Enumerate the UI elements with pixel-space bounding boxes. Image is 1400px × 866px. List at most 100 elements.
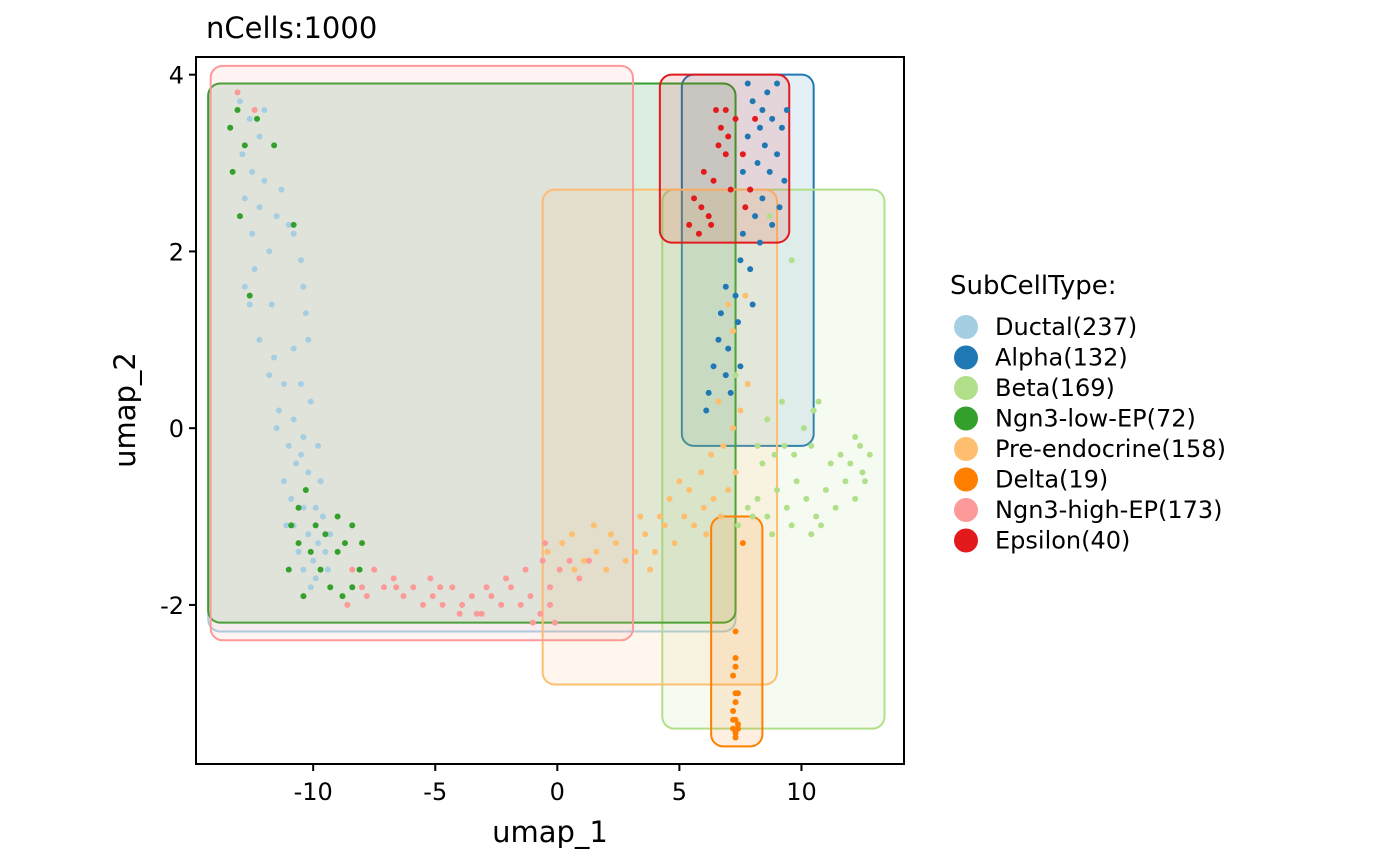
legend-label: Beta(169) bbox=[995, 374, 1115, 402]
point-ductal bbox=[315, 442, 322, 449]
point-ngn3-low-ep bbox=[227, 124, 234, 131]
point-alpha bbox=[754, 160, 761, 167]
point-pre-endocrine bbox=[571, 566, 578, 573]
point-alpha bbox=[774, 151, 781, 158]
point-pre-endocrine bbox=[698, 469, 705, 476]
point-delta bbox=[732, 663, 739, 670]
point-ductal bbox=[261, 107, 268, 114]
legend-swatch bbox=[954, 498, 978, 522]
legend-label: Epsilon(40) bbox=[995, 527, 1130, 555]
point-beta bbox=[859, 469, 866, 476]
point-pre-endocrine bbox=[647, 566, 654, 573]
point-ductal bbox=[256, 204, 263, 211]
point-ductal bbox=[300, 283, 307, 290]
x-axis-ticks: -10 -5 0 5 10 bbox=[294, 764, 817, 806]
point-pre-endocrine bbox=[603, 566, 610, 573]
point-beta bbox=[800, 425, 807, 432]
point-beta bbox=[813, 513, 820, 520]
point-ductal bbox=[305, 336, 312, 343]
x-tick-label: 5 bbox=[672, 778, 687, 806]
point-pre-endocrine bbox=[708, 451, 715, 458]
point-ngn3-low-ep bbox=[327, 584, 334, 591]
point-pre-endocrine bbox=[691, 522, 698, 529]
point-ngn3-low-ep bbox=[341, 540, 348, 547]
point-ductal bbox=[305, 469, 312, 476]
point-alpha bbox=[705, 389, 712, 396]
point-beta bbox=[793, 478, 800, 485]
point-ngn3-high-ep bbox=[344, 601, 351, 608]
point-delta bbox=[730, 716, 737, 723]
point-beta bbox=[754, 495, 761, 502]
point-ngn3-high-ep bbox=[400, 593, 407, 600]
point-ductal bbox=[236, 98, 243, 105]
point-epsilon bbox=[747, 186, 754, 193]
point-ngn3-high-ep bbox=[393, 584, 400, 591]
point-pre-endocrine bbox=[608, 531, 615, 538]
point-alpha bbox=[725, 345, 732, 352]
point-ngn3-high-ep bbox=[478, 610, 485, 617]
point-beta bbox=[759, 460, 766, 467]
point-alpha bbox=[756, 239, 763, 246]
point-ngn3-high-ep bbox=[449, 584, 456, 591]
point-ngn3-high-ep bbox=[483, 584, 490, 591]
point-alpha bbox=[756, 124, 763, 131]
legend-swatch bbox=[954, 467, 978, 492]
point-alpha bbox=[703, 407, 710, 414]
point-beta bbox=[827, 460, 834, 467]
point-beta bbox=[778, 398, 785, 405]
point-ngn3-high-ep bbox=[547, 584, 553, 591]
legend-label: Ngn3-high-EP(173) bbox=[995, 496, 1222, 524]
point-pre-endocrine bbox=[671, 540, 678, 547]
point-alpha bbox=[781, 177, 788, 184]
point-epsilon bbox=[727, 186, 734, 193]
point-delta bbox=[734, 725, 741, 732]
point-ductal bbox=[241, 283, 248, 290]
point-ngn3-high-ep bbox=[427, 575, 434, 582]
point-pre-endocrine bbox=[732, 469, 739, 476]
point-beta bbox=[815, 398, 822, 405]
point-ductal bbox=[246, 301, 253, 308]
point-delta bbox=[734, 721, 741, 728]
point-ngn3-low-ep bbox=[334, 548, 341, 555]
data-points bbox=[227, 80, 873, 741]
point-pre-endocrine bbox=[725, 487, 732, 494]
point-pre-endocrine bbox=[700, 504, 707, 511]
point-alpha bbox=[737, 257, 744, 264]
point-ngn3-low-ep bbox=[290, 221, 297, 228]
point-ngn3-low-ep bbox=[302, 487, 309, 494]
point-ngn3-low-ep bbox=[334, 513, 341, 520]
x-tick-label: 10 bbox=[786, 778, 817, 806]
point-ductal bbox=[266, 248, 273, 255]
y-tick-label: 4 bbox=[169, 62, 184, 90]
point-alpha bbox=[776, 204, 783, 211]
legend-swatch bbox=[954, 376, 978, 400]
point-ngn3-low-ep bbox=[317, 566, 324, 573]
point-alpha bbox=[769, 221, 776, 228]
point-ngn3-low-ep bbox=[359, 540, 366, 547]
point-alpha bbox=[747, 266, 754, 273]
point-ductal bbox=[312, 575, 319, 582]
point-alpha bbox=[759, 107, 766, 114]
point-ductal bbox=[317, 478, 324, 485]
x-tick-label: 0 bbox=[550, 778, 565, 806]
point-delta bbox=[732, 734, 739, 741]
point-pre-endocrine bbox=[742, 292, 749, 299]
point-beta bbox=[734, 522, 741, 529]
point-ngn3-high-ep bbox=[468, 593, 475, 600]
point-ductal bbox=[256, 133, 263, 140]
point-beta bbox=[771, 451, 778, 458]
point-alpha bbox=[749, 301, 756, 308]
point-pre-endocrine bbox=[737, 407, 744, 414]
point-alpha bbox=[739, 168, 746, 175]
point-epsilon bbox=[700, 168, 707, 175]
point-beta bbox=[781, 442, 788, 449]
plot-frame bbox=[195, 56, 905, 765]
point-alpha bbox=[769, 115, 776, 122]
point-epsilon bbox=[705, 213, 712, 220]
point-epsilon bbox=[739, 151, 746, 158]
point-ngn3-low-ep bbox=[307, 548, 314, 555]
point-delta bbox=[732, 730, 739, 737]
point-ngn3-high-ep bbox=[456, 610, 463, 617]
point-ngn3-low-ep bbox=[339, 593, 346, 600]
point-ductal bbox=[327, 531, 334, 538]
